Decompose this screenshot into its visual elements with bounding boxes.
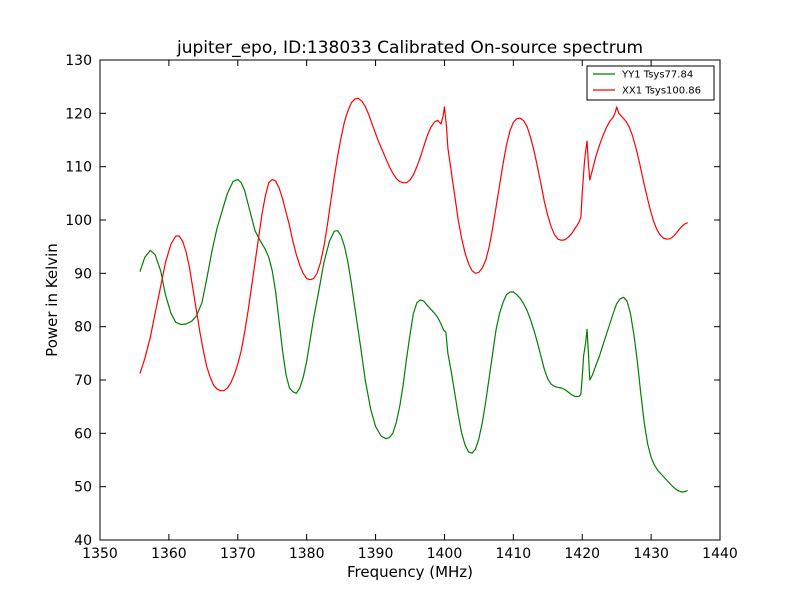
y-tick-label: 40 bbox=[74, 533, 92, 549]
series-layer bbox=[139, 97, 688, 493]
x-tick-label: 1420 bbox=[564, 546, 600, 562]
y-tick-label: 80 bbox=[74, 320, 92, 336]
x-axis: 1350 1360 1370 1380 1390 1400 1410 1420 1430 1440 bbox=[82, 60, 738, 562]
y-tick-label: 90 bbox=[74, 266, 92, 282]
legend-box bbox=[586, 65, 715, 101]
plot-background bbox=[100, 60, 720, 540]
legend: YY1 Tsys77.84 XX1 Tsys100.86 bbox=[586, 65, 715, 101]
y-tick-label: 60 bbox=[74, 426, 92, 442]
y-tick-label: 70 bbox=[74, 373, 92, 389]
y-tick-label: 110 bbox=[65, 160, 92, 176]
x-axis-label: Frequency (MHz) bbox=[347, 563, 473, 581]
y-axis-label: Power in Kelvin bbox=[43, 243, 61, 357]
x-tick-label: 1360 bbox=[151, 546, 187, 562]
y-tick-label: 130 bbox=[65, 53, 92, 69]
legend-label-xx1: XX1 Tsys100.86 bbox=[622, 86, 701, 97]
legend-label-yy1: YY1 Tsys77.84 bbox=[621, 70, 693, 81]
series-line-xx1 bbox=[139, 97, 688, 392]
y-tick-label: 50 bbox=[74, 480, 92, 496]
x-tick-label: 1380 bbox=[289, 546, 325, 562]
x-tick-label: 1410 bbox=[496, 546, 532, 562]
x-tick-label: 1390 bbox=[358, 546, 394, 562]
x-tick-label: 1370 bbox=[220, 546, 256, 562]
y-axis: 40 50 60 70 80 90 100 110 120 130 bbox=[65, 53, 720, 549]
y-tick-label: 100 bbox=[65, 213, 92, 229]
series-line-yy1 bbox=[139, 178, 688, 493]
x-tick-label: 1350 bbox=[82, 546, 118, 562]
plot-area: 1350 1360 1370 1380 1390 1400 1410 1420 1430 1440… bbox=[65, 53, 738, 562]
plot-frame bbox=[99, 59, 721, 541]
chart-title: jupiter_epo, ID:138033 Calibrated On-sou… bbox=[176, 38, 643, 58]
x-tick-label: 1440 bbox=[702, 546, 738, 562]
y-tick-label: 120 bbox=[65, 106, 92, 122]
x-tick-label: 1400 bbox=[427, 546, 463, 562]
x-tick-label: 1430 bbox=[633, 546, 669, 562]
